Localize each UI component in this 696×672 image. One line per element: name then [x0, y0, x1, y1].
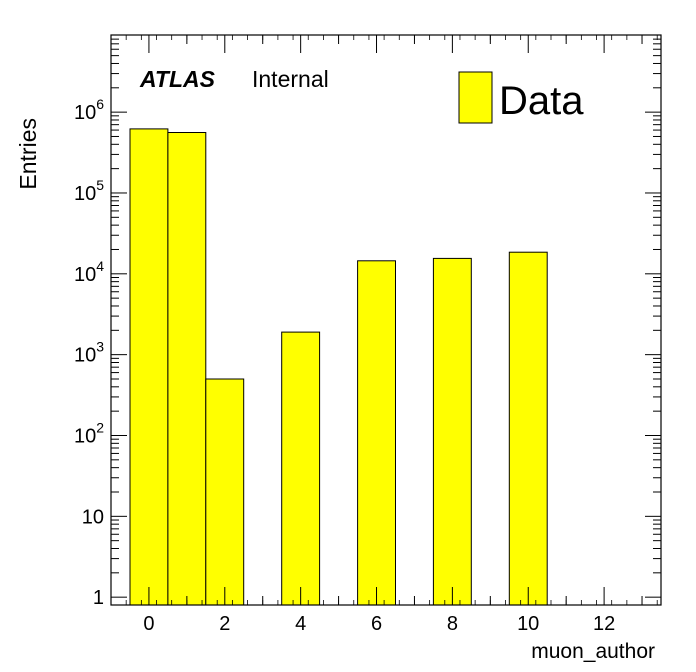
histogram-bar [167, 132, 207, 606]
y-tick-label: 10 [82, 506, 104, 528]
y-axis-title: Entries [15, 118, 41, 190]
atlas-label: ATLAS [139, 66, 216, 92]
histogram-bar [432, 257, 472, 606]
histogram-bar [508, 251, 548, 606]
y-tick-label: 106 [74, 96, 104, 124]
x-tick-label: 6 [371, 613, 382, 635]
x-tick-label: 4 [295, 613, 306, 635]
x-tick-label: 12 [593, 613, 615, 635]
legend-label-data: Data [499, 79, 584, 123]
histogram-bar [205, 378, 245, 606]
histogram-bar [357, 260, 397, 606]
x-tick-labels: 0 2 4 6 8 10 12 [143, 613, 615, 635]
y-tick-label: 105 [74, 177, 104, 205]
x-tick-label: 0 [143, 613, 154, 635]
ticks-group [110, 34, 661, 605]
atlas-status-label: Internal [252, 66, 329, 92]
y-tick-label: 102 [74, 420, 104, 448]
plot-frame [110, 34, 662, 606]
x-tick-label: 2 [219, 613, 230, 635]
legend-swatch-data [458, 71, 493, 124]
x-axis-title: muon_author [531, 640, 655, 663]
x-tick-label: 8 [447, 613, 458, 635]
y-tick-labels: 1 10 102 103 104 105 106 [74, 96, 104, 609]
y-tick-label: 103 [74, 339, 104, 367]
histogram-bar [281, 331, 321, 606]
y-tick-label: 1 [93, 587, 104, 609]
x-tick-label: 10 [517, 613, 539, 635]
y-tick-label: 104 [74, 258, 104, 286]
bars-group [129, 128, 548, 606]
histogram-bar [129, 128, 169, 606]
